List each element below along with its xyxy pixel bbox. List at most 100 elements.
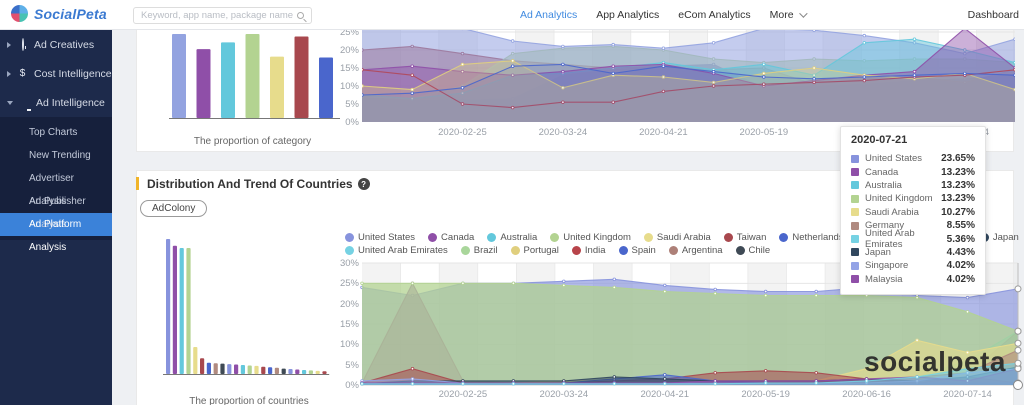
tooltip-country: Japan: [865, 246, 891, 258]
tooltip-value: 4.02%: [946, 273, 975, 285]
tooltip-row-saudi-arabia: Saudi Arabia 10.27%: [851, 206, 975, 219]
x-axis-label: 2020-04-21: [640, 389, 690, 400]
x-axis-label: 2020-07-14: [943, 389, 992, 400]
legend-label: Spain: [631, 245, 656, 256]
legend-dot-icon: [550, 233, 560, 242]
category-trend-chart[interactable]: [362, 30, 1015, 122]
tooltip-value: 13.23%: [941, 193, 975, 205]
legend-label: United States: [358, 232, 416, 243]
countries-trend-chart[interactable]: [360, 262, 1023, 390]
legend-item-canada[interactable]: Canada: [428, 232, 474, 243]
legend-label: Brazil: [473, 245, 498, 256]
legend-label: Argentina: [681, 245, 723, 256]
nav-link-app-analytics[interactable]: App Analytics: [596, 9, 660, 21]
caret-down-icon: [7, 100, 13, 105]
legend-item-argentina[interactable]: Argentina: [668, 245, 723, 256]
search-input[interactable]: [134, 10, 297, 21]
tooltip-row-singapore: Singapore 4.02%: [851, 259, 975, 272]
tooltip-swatch-icon: [851, 194, 859, 203]
dollar-icon: $: [19, 68, 26, 79]
caret-right-icon: [7, 41, 11, 48]
legend-item-taiwan[interactable]: Taiwan: [723, 232, 766, 243]
tooltip-value: 5.36%: [946, 233, 975, 245]
sidebar-group-label: Ad Intelligence: [36, 96, 105, 109]
legend-dot-icon: [643, 233, 653, 242]
tooltip-row-canada: Canada 13.23%: [851, 165, 975, 178]
tooltip-value: 4.02%: [946, 260, 975, 272]
legend-dot-icon: [487, 233, 497, 242]
y-axis-label: 0%: [345, 380, 359, 391]
sidebar-group-ad-creatives[interactable]: Ad Creatives: [0, 30, 112, 59]
tooltip-value: 13.23%: [941, 166, 975, 178]
countries-bar-chart[interactable]: [163, 235, 335, 377]
platform-tag[interactable]: AdColony: [140, 200, 208, 217]
legend-dot-icon: [428, 233, 438, 242]
brand-name: SocialPeta: [34, 5, 107, 22]
socialpeta-logo-icon: [10, 4, 29, 23]
legend-dot-icon: [723, 233, 733, 242]
chart-tooltip: 2020-07-21 United States 23.65% Canada 13.2…: [840, 126, 986, 295]
x-axis-label: 2020-02-25: [438, 127, 487, 138]
x-axis-label: 2020-06-16: [842, 389, 891, 400]
legend-item-united-states[interactable]: United States: [345, 232, 415, 243]
tooltip-swatch-icon: [851, 235, 859, 244]
legend-item-brazil[interactable]: Brazil: [460, 245, 498, 256]
legend-item-united-arab-emirates[interactable]: United Arab Emirates: [345, 245, 448, 256]
tooltip-row-united-kingdom: United Kingdom 13.23%: [851, 192, 975, 205]
tooltip-country: United Arab Emirates: [865, 228, 915, 251]
x-axis-label: 2020-03-24: [539, 389, 589, 400]
section-title-text: Distribution And Trend Of Countries: [147, 177, 353, 191]
legend-item-australia[interactable]: Australia: [487, 232, 537, 243]
legend-label: Saudi Arabia: [656, 232, 711, 243]
nav-link-dashboard[interactable]: Dashboard: [967, 9, 1019, 21]
legend-dot-icon: [345, 246, 354, 255]
sidebar-item-ad-platform-analysis[interactable]: Ad Platform Analysis: [0, 213, 112, 253]
chevron-down-icon: [798, 9, 808, 18]
caret-right-icon: [7, 70, 11, 77]
tooltip-country: Singapore: [865, 260, 909, 272]
sidebar-item-new-trending[interactable]: New Trending: [29, 150, 91, 161]
bulb-icon: [17, 38, 28, 51]
tooltip-value: 10.27%: [941, 206, 975, 218]
brand[interactable]: SocialPeta: [10, 4, 107, 23]
sidebar-group-ad-intelligence[interactable]: Ad Intelligence: [0, 88, 112, 117]
sidebar-group-cost-intelligence[interactable]: $ Cost Intelligence: [0, 59, 112, 88]
nav-link-ecom-analytics[interactable]: eCom Analytics: [678, 9, 751, 21]
legend-item-united-kingdom[interactable]: United Kingdom: [550, 232, 631, 243]
legend-item-portugal[interactable]: Portugal: [510, 245, 559, 256]
watermark: socialpeta: [864, 346, 1006, 377]
tooltip-swatch-icon: [851, 248, 859, 257]
y-axis-label: 10%: [339, 339, 359, 351]
legend-dot-icon: [735, 246, 745, 255]
search-box[interactable]: [133, 7, 312, 24]
legend-item-netherlands[interactable]: Netherlands: [779, 232, 844, 243]
tooltip-row-malaysia: Malaysia 4.02%: [851, 273, 975, 286]
search-icon[interactable]: [297, 12, 304, 19]
sidebar-item-top-charts[interactable]: Top Charts: [29, 127, 78, 138]
y-axis-label: 15%: [339, 63, 359, 74]
countries-chart-label: The proportion of countries: [189, 396, 309, 405]
help-icon[interactable]: ?: [357, 178, 370, 190]
legend-dot-icon: [345, 233, 354, 242]
tooltip-country: United States: [865, 153, 923, 165]
category-bar-chart[interactable]: [165, 30, 340, 122]
y-axis-label: 15%: [339, 319, 359, 330]
legend-label: Australia: [500, 232, 538, 243]
legend-item-india[interactable]: India: [571, 245, 606, 256]
y-axis-label: 10%: [339, 81, 359, 92]
section-title: Distribution And Trend Of Countries ?: [147, 177, 370, 191]
nav-link-ad-analytics[interactable]: Ad Analytics: [520, 9, 578, 21]
nav-link-more[interactable]: More: [770, 9, 808, 21]
legend-label: India: [584, 245, 606, 256]
legend-dot-icon: [779, 233, 789, 242]
y-axis-label: 25%: [339, 278, 359, 290]
sidebar-item-advertiser-analysis[interactable]: Advertiser Analysis: [29, 173, 75, 207]
tooltip-value: 13.23%: [941, 179, 975, 191]
sidebar-group-label: Ad Creatives: [34, 38, 95, 51]
legend-item-chile[interactable]: Chile: [735, 245, 770, 256]
y-axis-label: 20%: [339, 298, 359, 310]
legend-item-spain[interactable]: Spain: [618, 245, 656, 256]
sidebar-item-ad-publisher-analysis[interactable]: Ad Publisher Analysis: [29, 196, 86, 230]
tooltip-swatch-icon: [851, 221, 859, 230]
legend-item-saudi-arabia[interactable]: Saudi Arabia: [643, 232, 711, 243]
